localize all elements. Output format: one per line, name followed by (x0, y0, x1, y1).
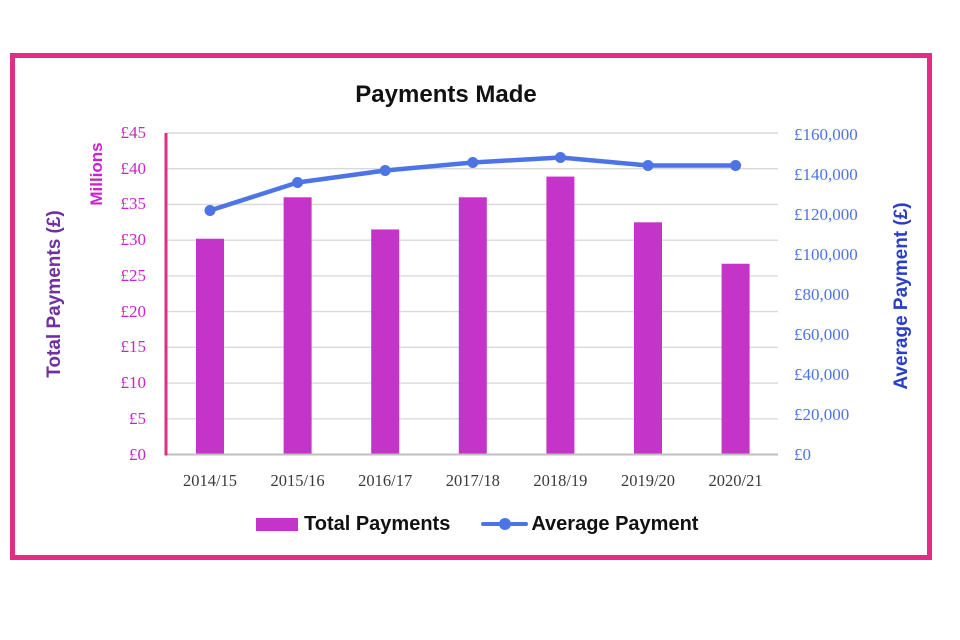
left-tick-label: £45 (120, 123, 147, 142)
bar-2016/17 (371, 229, 400, 455)
legend-marker-dot-icon (498, 518, 511, 530)
category-label-2014/15: 2014/15 (182, 471, 238, 490)
legend: Total Payments Average Payment (256, 512, 698, 536)
legend-label-average-payment: Average Payment (531, 512, 699, 535)
left-tick-label: £5 (129, 408, 146, 428)
left-tick-label: £35 (120, 194, 147, 214)
category-label-2016/17: 2016/17 (358, 471, 413, 490)
category-label-2020/21: 2020/21 (708, 471, 763, 490)
right-tick-label: £20,000 (794, 404, 850, 424)
right-tick-label: £80,000 (794, 284, 850, 304)
legend-line-average-payment (481, 518, 529, 530)
average-payment-point-2014/15 (204, 205, 216, 216)
right-tick-label: £60,000 (794, 324, 850, 344)
right-tick-label: £160,000 (794, 124, 858, 144)
right-tick-label: £120,000 (794, 204, 858, 224)
legend-label-total-payments: Total Payments (304, 512, 451, 535)
category-label-2017/18: 2017/18 (445, 471, 500, 490)
bar-2014/15 (196, 238, 224, 455)
legend-swatch-total-payments (256, 517, 298, 531)
bar-2018/19 (546, 176, 575, 455)
left-tick-label: £10 (120, 373, 147, 393)
category-label-2018/19: 2018/19 (533, 471, 588, 490)
average-payment-point-2016/17 (379, 165, 391, 176)
average-payment-point-2015/16 (292, 177, 304, 188)
left-tick-label: £25 (120, 265, 147, 285)
average-payment-point-2018/19 (554, 152, 566, 163)
right-tick-label: £40,000 (794, 364, 850, 384)
bar-2017/18 (458, 197, 487, 455)
right-tick-label: £140,000 (794, 164, 858, 184)
left-tick-label: £30 (120, 230, 147, 250)
left-tick-label: £20 (120, 301, 147, 321)
right-tick-label: £100,000 (794, 244, 858, 264)
bar-2015/16 (283, 197, 312, 455)
right-tick-label: £0 (794, 444, 811, 464)
bar-2019/20 (634, 222, 662, 455)
left-tick-label: £0 (129, 444, 146, 464)
left-tick-label: £40 (120, 158, 147, 178)
average-payment-point-2020/21 (730, 160, 742, 171)
chart-title: Payments Made (355, 81, 537, 108)
average-payment-point-2017/18 (467, 157, 479, 168)
category-label-2015/16: 2015/16 (270, 471, 325, 490)
average-payment-point-2019/20 (642, 160, 654, 171)
left-tick-label: £15 (120, 337, 147, 357)
bar-2020/21 (721, 263, 750, 455)
category-label-2019/20: 2019/20 (620, 471, 676, 490)
